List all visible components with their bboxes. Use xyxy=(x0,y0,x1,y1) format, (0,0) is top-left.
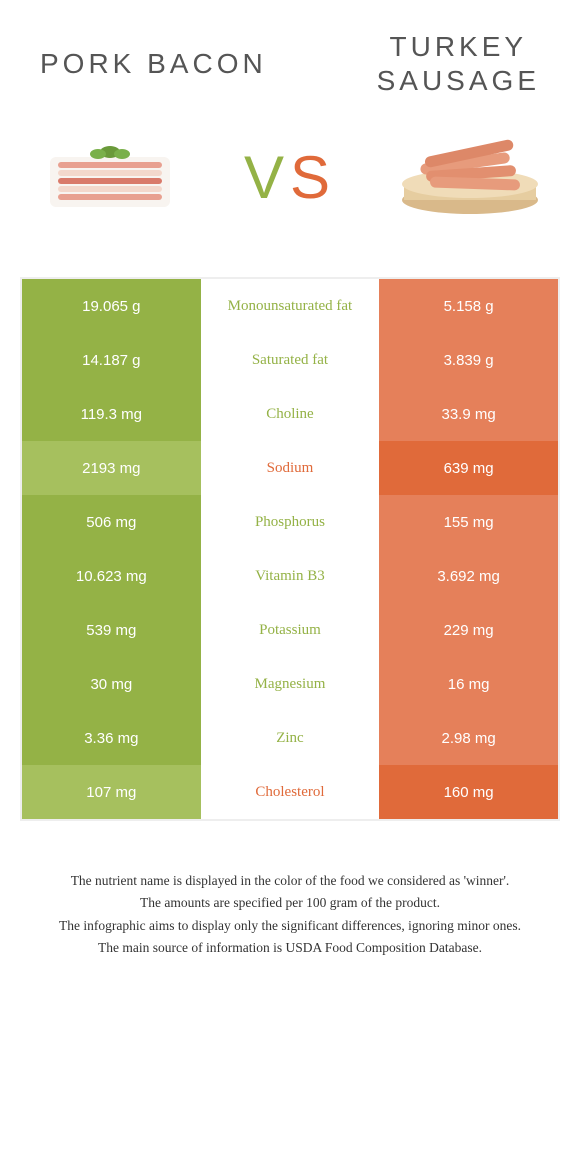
value-left: 30 mg xyxy=(22,657,201,711)
sausage-image xyxy=(390,122,550,232)
value-right: 155 mg xyxy=(379,495,558,549)
value-right: 2.98 mg xyxy=(379,711,558,765)
food-title-right: TURKEY SAUSAGE xyxy=(377,30,540,97)
table-row: 107 mgCholesterol160 mg xyxy=(22,765,558,819)
value-right: 160 mg xyxy=(379,765,558,819)
table-row: 14.187 gSaturated fat3.839 g xyxy=(22,333,558,387)
value-left: 14.187 g xyxy=(22,333,201,387)
nutrient-label: Magnesium xyxy=(201,657,380,711)
nutrient-label: Saturated fat xyxy=(201,333,380,387)
value-left: 3.36 mg xyxy=(22,711,201,765)
food-title-left: PORK BACON xyxy=(40,47,267,81)
value-right: 33.9 mg xyxy=(379,387,558,441)
table-row: 119.3 mgCholine33.9 mg xyxy=(22,387,558,441)
value-right: 16 mg xyxy=(379,657,558,711)
value-right: 5.158 g xyxy=(379,279,558,333)
table-row: 30 mgMagnesium16 mg xyxy=(22,657,558,711)
nutrient-label: Cholesterol xyxy=(201,765,380,819)
value-right: 3.839 g xyxy=(379,333,558,387)
value-left: 539 mg xyxy=(22,603,201,657)
header: PORK BACON TURKEY SAUSAGE xyxy=(0,0,580,117)
comparison-table: 19.065 gMonounsaturated fat5.158 g14.187… xyxy=(20,277,560,821)
value-left: 10.623 mg xyxy=(22,549,201,603)
nutrient-label: Choline xyxy=(201,387,380,441)
value-right: 639 mg xyxy=(379,441,558,495)
table-row: 506 mgPhosphorus155 mg xyxy=(22,495,558,549)
footer-notes: The nutrient name is displayed in the co… xyxy=(0,871,580,958)
vs-v-letter: V xyxy=(244,144,290,211)
nutrient-label: Potassium xyxy=(201,603,380,657)
nutrient-label: Sodium xyxy=(201,441,380,495)
table-row: 2193 mgSodium639 mg xyxy=(22,441,558,495)
bacon-image xyxy=(30,122,190,232)
table-row: 539 mgPotassium229 mg xyxy=(22,603,558,657)
nutrient-label: Monounsaturated fat xyxy=(201,279,380,333)
value-left: 107 mg xyxy=(22,765,201,819)
vs-label: VS xyxy=(244,143,336,212)
table-row: 19.065 gMonounsaturated fat5.158 g xyxy=(22,279,558,333)
nutrient-label: Zinc xyxy=(201,711,380,765)
table-row: 10.623 mgVitamin B33.692 mg xyxy=(22,549,558,603)
value-left: 19.065 g xyxy=(22,279,201,333)
footer-line-1: The nutrient name is displayed in the co… xyxy=(30,871,550,891)
value-left: 506 mg xyxy=(22,495,201,549)
nutrient-label: Vitamin B3 xyxy=(201,549,380,603)
image-row: VS xyxy=(0,117,580,267)
value-right: 229 mg xyxy=(379,603,558,657)
value-left: 2193 mg xyxy=(22,441,201,495)
footer-line-4: The main source of information is USDA F… xyxy=(30,938,550,958)
footer-line-2: The amounts are specified per 100 gram o… xyxy=(30,893,550,913)
table-row: 3.36 mgZinc2.98 mg xyxy=(22,711,558,765)
vs-s-letter: S xyxy=(290,144,336,211)
nutrient-label: Phosphorus xyxy=(201,495,380,549)
value-right: 3.692 mg xyxy=(379,549,558,603)
footer-line-3: The infographic aims to display only the… xyxy=(30,916,550,936)
value-left: 119.3 mg xyxy=(22,387,201,441)
